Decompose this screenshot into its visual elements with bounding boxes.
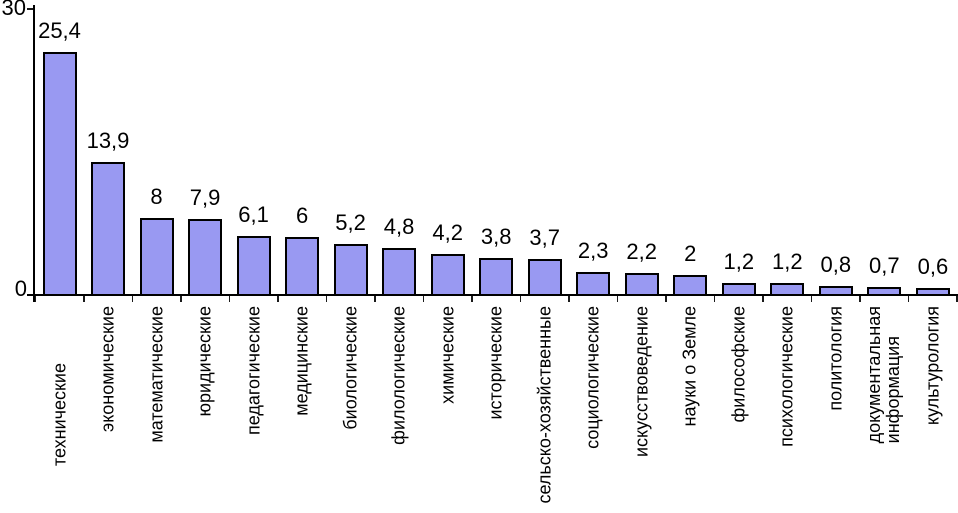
category-label: юридические xyxy=(194,306,215,417)
x-axis-tick xyxy=(471,296,473,302)
category-label: социологические xyxy=(582,306,603,449)
x-axis-tick xyxy=(713,296,716,302)
x-axis-tick xyxy=(907,296,910,302)
x-axis-tick xyxy=(422,296,425,302)
bar xyxy=(285,237,320,296)
x-axis-tick xyxy=(277,296,279,302)
category-label: политология xyxy=(825,306,846,411)
category-label: математические xyxy=(146,306,166,443)
bar-value-label: 0,8 xyxy=(820,252,852,277)
bar-value-label: 13,9 xyxy=(86,128,130,153)
category-label: сельско-хозяйственные xyxy=(534,306,555,504)
category-label: философские xyxy=(728,306,749,423)
bar-value-label: 8 xyxy=(150,184,163,209)
x-axis-tick xyxy=(568,296,570,302)
bar-value-label: 1,2 xyxy=(723,249,755,274)
bar-value-label: 25,4 xyxy=(38,18,81,43)
x-axis-tick xyxy=(616,296,619,302)
x-axis-tick xyxy=(34,296,36,302)
x-axis-tick xyxy=(859,296,861,302)
bar-value-label: 0,7 xyxy=(869,253,900,278)
y-axis-zero-label: 0 xyxy=(14,276,27,301)
category-label: психологические xyxy=(776,306,797,447)
category-label: педагогические xyxy=(243,306,264,436)
bar-value-label: 0,6 xyxy=(917,254,949,279)
category-label: науки о Земле xyxy=(679,306,700,427)
bar xyxy=(430,254,465,296)
x-axis-tick xyxy=(374,296,376,302)
bar-value-label: 5,2 xyxy=(335,210,366,235)
category-label: культурология xyxy=(922,306,943,426)
category-label: исторические xyxy=(485,306,506,420)
bar xyxy=(673,275,708,296)
bar-value-label: 3,7 xyxy=(529,225,560,250)
category-label: искусствоведение xyxy=(631,306,652,458)
bar-value-label: 2,3 xyxy=(577,238,609,263)
bar-value-label: 2 xyxy=(684,241,697,266)
x-axis-tick xyxy=(762,296,764,302)
x-axis-tick xyxy=(956,296,958,302)
category-label: филологические xyxy=(388,306,409,445)
bar-value-label: 1,2 xyxy=(772,249,803,274)
bar xyxy=(236,236,271,296)
x-axis-tick xyxy=(665,296,667,302)
x-axis-baseline xyxy=(27,294,958,296)
bar-value-label: 4,2 xyxy=(432,220,463,245)
category-label: технические xyxy=(49,363,69,466)
x-axis-tick xyxy=(325,296,328,302)
x-axis-tick xyxy=(228,296,231,302)
y-axis-line xyxy=(33,5,35,302)
y-axis-tick xyxy=(27,8,34,10)
category-label: биологические xyxy=(340,306,361,430)
bar-value-label: 2,2 xyxy=(626,239,657,264)
x-axis-tick xyxy=(131,296,133,302)
bar-value-label: 6,1 xyxy=(238,202,269,227)
x-axis-tick xyxy=(519,296,522,302)
bar xyxy=(42,52,77,296)
bar-value-label: 4,8 xyxy=(383,214,415,239)
category-label: химические xyxy=(437,306,458,404)
bar-value-label: 6 xyxy=(295,203,309,228)
category-label: экономические xyxy=(97,306,118,432)
bar xyxy=(91,162,125,296)
bar xyxy=(624,273,659,296)
bar xyxy=(479,258,514,296)
bar xyxy=(333,244,368,296)
bar xyxy=(139,218,174,296)
x-axis-tick xyxy=(180,296,182,302)
bar xyxy=(382,248,417,296)
bar-value-label: 7,9 xyxy=(189,185,221,210)
bar xyxy=(576,272,611,296)
x-axis-tick xyxy=(810,296,813,302)
y-axis-max-label: 30 xyxy=(1,0,26,20)
x-axis-tick xyxy=(83,296,85,302)
category-label: медицинские xyxy=(291,306,312,416)
bar-value-label: 3,8 xyxy=(480,224,512,249)
bar xyxy=(188,219,223,296)
category-label: документальная информация xyxy=(864,306,904,444)
